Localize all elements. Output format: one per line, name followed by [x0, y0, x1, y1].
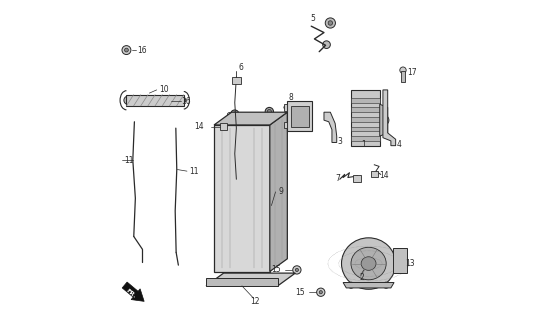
Circle shape [250, 127, 254, 131]
Circle shape [323, 41, 330, 49]
Circle shape [400, 262, 402, 265]
Text: 5: 5 [310, 14, 315, 23]
Circle shape [284, 106, 287, 109]
Polygon shape [351, 90, 379, 146]
Text: FR.: FR. [125, 288, 137, 299]
Circle shape [237, 124, 241, 128]
Polygon shape [353, 175, 360, 182]
Text: 1: 1 [361, 140, 366, 149]
Polygon shape [283, 122, 287, 128]
Circle shape [394, 255, 406, 266]
Polygon shape [221, 123, 227, 130]
Text: 11: 11 [189, 167, 199, 176]
Polygon shape [393, 248, 407, 273]
Ellipse shape [351, 247, 386, 280]
Text: 2: 2 [359, 273, 364, 282]
Polygon shape [214, 125, 270, 271]
Polygon shape [283, 104, 287, 111]
Circle shape [267, 109, 271, 114]
Circle shape [293, 266, 301, 274]
Circle shape [124, 48, 128, 52]
Circle shape [233, 112, 237, 116]
Polygon shape [379, 104, 388, 136]
Polygon shape [214, 112, 287, 125]
Ellipse shape [341, 238, 396, 289]
Text: 8: 8 [288, 93, 293, 102]
Circle shape [165, 100, 168, 103]
Polygon shape [351, 108, 379, 112]
Text: 15: 15 [272, 265, 281, 275]
Text: 6: 6 [239, 63, 244, 72]
Polygon shape [343, 283, 394, 288]
Text: 11: 11 [124, 156, 134, 164]
Polygon shape [122, 282, 144, 301]
Text: 3: 3 [337, 137, 342, 146]
Circle shape [383, 282, 389, 288]
Polygon shape [351, 98, 379, 103]
Circle shape [379, 115, 389, 125]
Circle shape [400, 67, 406, 73]
Circle shape [124, 96, 132, 104]
Polygon shape [351, 126, 379, 131]
Circle shape [122, 46, 131, 54]
Polygon shape [270, 112, 287, 271]
Circle shape [284, 123, 287, 126]
Circle shape [397, 260, 405, 268]
Polygon shape [351, 136, 379, 141]
Text: 16: 16 [182, 97, 191, 106]
Text: 4: 4 [396, 140, 401, 149]
Circle shape [227, 113, 232, 117]
Polygon shape [232, 77, 240, 84]
Text: 10: 10 [159, 85, 169, 94]
Circle shape [222, 124, 225, 128]
Circle shape [253, 119, 257, 123]
Circle shape [242, 121, 246, 125]
Circle shape [163, 97, 170, 105]
Polygon shape [206, 278, 278, 286]
Polygon shape [324, 112, 337, 142]
Text: 16: 16 [137, 45, 146, 55]
Polygon shape [401, 71, 405, 82]
Circle shape [328, 21, 333, 25]
Text: 12: 12 [251, 297, 260, 306]
Polygon shape [206, 273, 295, 286]
Text: 14: 14 [194, 122, 204, 131]
Polygon shape [351, 117, 379, 122]
Circle shape [179, 97, 186, 104]
Text: 15: 15 [295, 288, 305, 297]
Circle shape [265, 108, 274, 116]
Circle shape [295, 268, 299, 271]
Polygon shape [287, 101, 312, 131]
Circle shape [230, 110, 239, 118]
Circle shape [317, 288, 325, 296]
Polygon shape [371, 171, 377, 177]
Circle shape [325, 18, 335, 28]
Circle shape [240, 116, 245, 120]
Text: 9: 9 [279, 188, 283, 196]
Circle shape [319, 291, 322, 294]
Ellipse shape [361, 257, 376, 270]
Polygon shape [290, 106, 309, 126]
Text: 7: 7 [335, 174, 340, 183]
Circle shape [348, 282, 354, 288]
Text: 13: 13 [406, 259, 415, 268]
Polygon shape [383, 90, 396, 146]
Polygon shape [127, 95, 184, 106]
Text: 17: 17 [407, 68, 417, 77]
Text: 14: 14 [379, 171, 388, 180]
